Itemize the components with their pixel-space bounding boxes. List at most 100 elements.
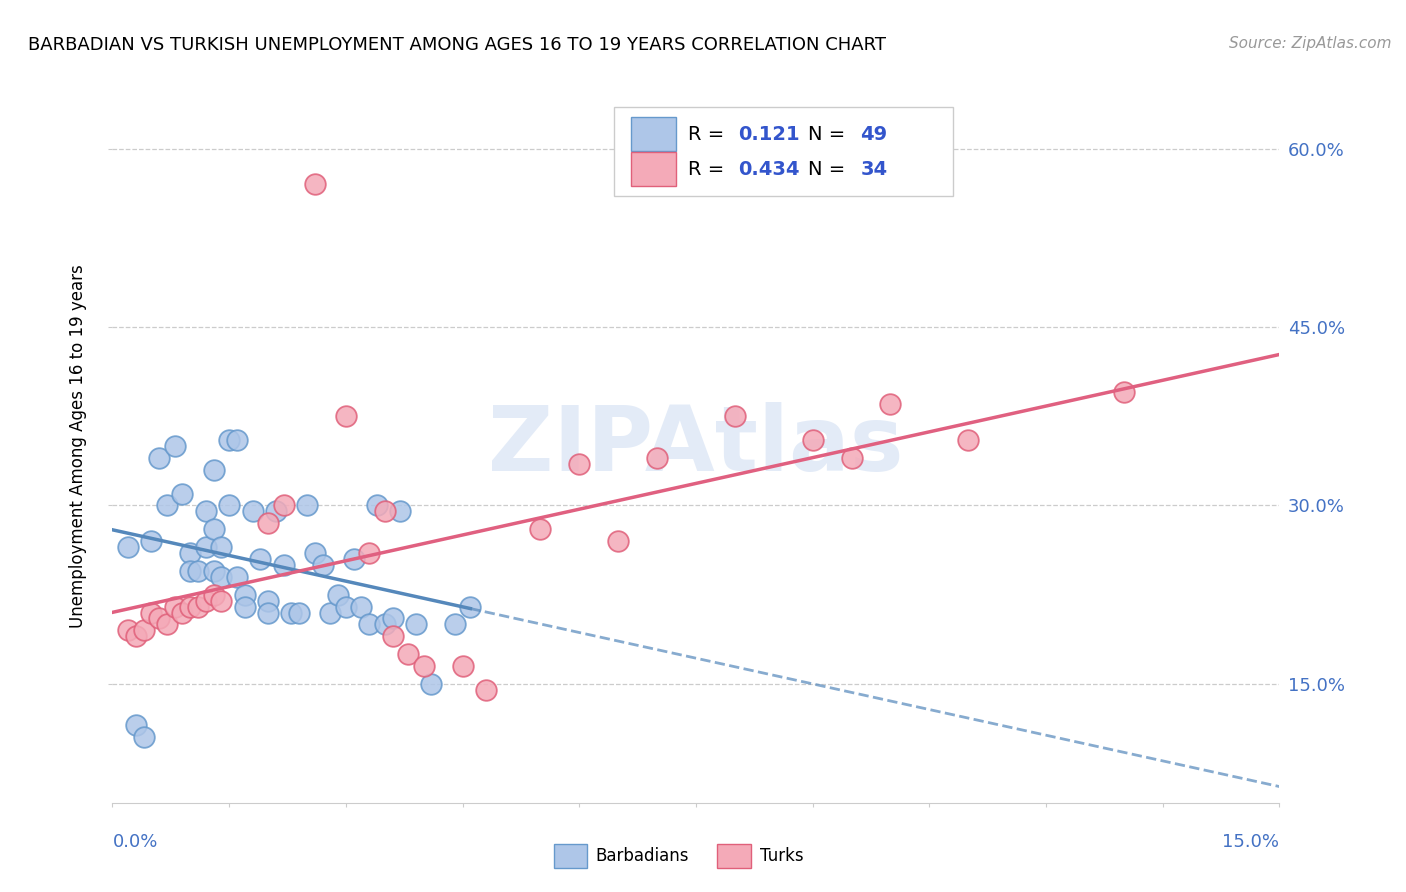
Point [179, 546, 201, 560]
Point [724, 409, 747, 424]
Point [257, 593, 280, 607]
Point [233, 599, 256, 614]
Point [148, 450, 170, 465]
Point [879, 397, 901, 411]
Text: R =: R = [688, 160, 724, 178]
Point [132, 624, 155, 638]
Point [141, 606, 163, 620]
Point [125, 629, 148, 643]
Point [148, 611, 170, 625]
Point [359, 617, 381, 632]
Text: 49: 49 [860, 125, 887, 144]
Point [443, 617, 465, 632]
Point [304, 546, 326, 560]
Point [163, 599, 186, 614]
Point [568, 457, 591, 471]
Text: BARBADIAN VS TURKISH UNEMPLOYMENT AMONG AGES 16 TO 19 YEARS CORRELATION CHART: BARBADIAN VS TURKISH UNEMPLOYMENT AMONG … [28, 36, 886, 54]
Point [242, 504, 264, 518]
Point [607, 534, 630, 549]
Point [141, 534, 163, 549]
Text: 34: 34 [860, 160, 887, 178]
Point [451, 659, 474, 673]
Text: N =: N = [808, 160, 845, 178]
Point [179, 564, 201, 578]
Point [801, 433, 824, 447]
Point [163, 439, 186, 453]
Point [381, 611, 404, 625]
Point [412, 659, 434, 673]
Point [209, 570, 232, 584]
Text: N =: N = [808, 125, 845, 144]
Point [202, 522, 225, 536]
Point [172, 606, 194, 620]
Point [374, 617, 396, 632]
Point [374, 504, 396, 518]
FancyBboxPatch shape [631, 117, 676, 152]
Point [645, 450, 668, 465]
Text: R =: R = [688, 125, 730, 144]
Point [194, 593, 217, 607]
Point [350, 599, 373, 614]
Point [209, 540, 232, 554]
Point [335, 409, 357, 424]
Point [475, 682, 498, 697]
Point [405, 617, 427, 632]
Point [117, 624, 139, 638]
Point [359, 546, 381, 560]
Point [257, 606, 280, 620]
Point [194, 504, 217, 518]
Point [187, 599, 209, 614]
Text: 0.0%: 0.0% [112, 832, 157, 851]
Point [529, 522, 551, 536]
Text: 0.121: 0.121 [738, 125, 800, 144]
Point [389, 504, 412, 518]
Point [117, 540, 139, 554]
Point [841, 450, 863, 465]
Point [460, 599, 482, 614]
Point [273, 499, 295, 513]
Point [172, 486, 194, 500]
Point [187, 564, 209, 578]
FancyBboxPatch shape [717, 844, 751, 869]
Point [304, 178, 326, 192]
FancyBboxPatch shape [614, 107, 953, 196]
Point [319, 606, 342, 620]
Point [326, 588, 349, 602]
Point [264, 504, 287, 518]
Point [156, 617, 179, 632]
Point [209, 593, 232, 607]
Point [132, 731, 155, 745]
Point [125, 718, 148, 732]
Point [194, 540, 217, 554]
Point [957, 433, 980, 447]
Point [226, 570, 249, 584]
Point [280, 606, 302, 620]
Point [273, 558, 295, 572]
Point [202, 463, 225, 477]
Point [1112, 385, 1135, 400]
Point [226, 433, 249, 447]
Point [179, 599, 201, 614]
Point [202, 564, 225, 578]
Point [257, 516, 280, 531]
Text: ZIPAtlas: ZIPAtlas [488, 402, 904, 490]
Text: Barbadians: Barbadians [596, 847, 689, 865]
Point [396, 647, 419, 661]
Text: Source: ZipAtlas.com: Source: ZipAtlas.com [1229, 36, 1392, 51]
FancyBboxPatch shape [631, 152, 676, 186]
Y-axis label: Unemployment Among Ages 16 to 19 years: Unemployment Among Ages 16 to 19 years [69, 264, 87, 628]
Text: 0.434: 0.434 [738, 160, 800, 178]
Point [202, 588, 225, 602]
Point [156, 499, 179, 513]
Point [366, 499, 388, 513]
Point [420, 677, 443, 691]
Point [335, 599, 357, 614]
Point [249, 552, 271, 566]
Text: 15.0%: 15.0% [1222, 832, 1279, 851]
Point [381, 629, 404, 643]
Point [295, 499, 318, 513]
Point [288, 606, 311, 620]
Point [218, 499, 240, 513]
Point [343, 552, 366, 566]
Text: Turks: Turks [761, 847, 804, 865]
